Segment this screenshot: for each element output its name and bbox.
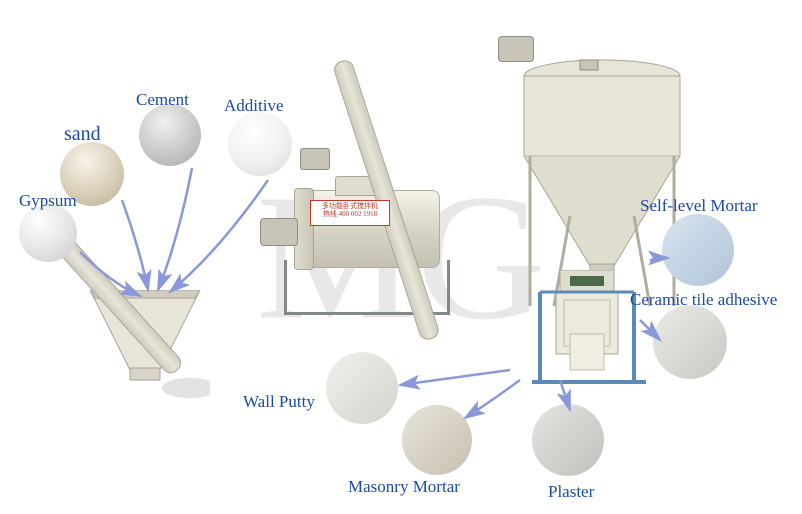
ingredient-gypsum bbox=[19, 204, 77, 262]
label-masonry: Masonry Mortar bbox=[348, 477, 460, 497]
label-plaster: Plaster bbox=[548, 482, 594, 502]
mixer-nameplate-line2: 热线 400 002 1918 bbox=[312, 210, 388, 218]
conveyor-motor-1 bbox=[300, 148, 330, 170]
label-wall-putty: Wall Putty bbox=[243, 392, 315, 412]
output-plaster bbox=[532, 404, 604, 476]
label-additive: Additive bbox=[224, 96, 284, 116]
output-ceramic bbox=[653, 305, 727, 379]
mixer-motor bbox=[260, 218, 298, 246]
label-ceramic: Ceramic tile adhesive bbox=[630, 290, 777, 310]
packing-machine bbox=[530, 270, 650, 390]
label-sand: sand bbox=[64, 123, 101, 146]
ingredient-cement bbox=[139, 104, 201, 166]
output-masonry bbox=[402, 405, 472, 475]
label-cement: Cement bbox=[136, 90, 189, 110]
output-wall-putty bbox=[326, 352, 398, 424]
conveyor-motor-2 bbox=[498, 36, 534, 62]
ingredient-additive bbox=[228, 112, 292, 176]
output-self-level bbox=[662, 214, 734, 286]
mixer-nameplate-line1: 多功能卧式搅拌机 bbox=[312, 202, 388, 210]
label-self-level: Self-level Mortar bbox=[640, 196, 758, 216]
mixer-nameplate: 多功能卧式搅拌机 热线 400 002 1918 bbox=[310, 200, 390, 226]
label-gypsum: Gypsum bbox=[19, 191, 77, 211]
